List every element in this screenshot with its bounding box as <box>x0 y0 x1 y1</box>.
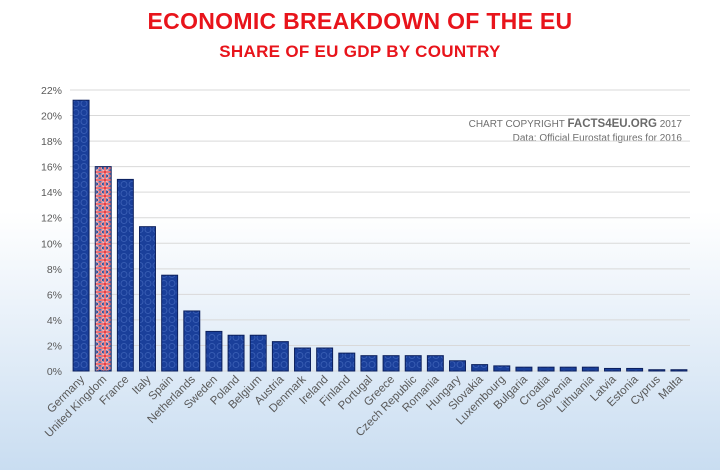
y-tick-label: 8% <box>47 264 62 276</box>
copyright-line: CHART COPYRIGHT FACTS4EU.ORG 2017 <box>469 117 682 132</box>
bar-france <box>116 178 134 372</box>
bar-romania <box>426 355 444 372</box>
bar-denmark <box>294 347 311 372</box>
bar-sweden <box>205 330 223 372</box>
bar-hungary <box>449 360 466 372</box>
copyright-prefix: CHART COPYRIGHT <box>468 119 568 130</box>
bar-greece <box>382 355 400 372</box>
bar-italy <box>139 226 156 372</box>
bar-malta <box>670 369 688 372</box>
y-tick-label: 2% <box>47 340 62 352</box>
y-tick-label: 16% <box>41 162 62 174</box>
x-tick-label: Malta <box>657 373 686 402</box>
chart-title: ECONOMIC BREAKDOWN OF THE EU <box>147 8 573 34</box>
y-tick-label: 18% <box>41 136 62 148</box>
copyright-year: 2017 <box>656 119 682 130</box>
y-tick-label: 10% <box>41 238 62 250</box>
bar-czech-republic <box>404 355 422 372</box>
bar-portugal <box>360 355 378 372</box>
y-axis-ticks: 0% 2% 4% 6% 8% 10% 12% 14% 16% 18% 20% 22% <box>41 85 62 378</box>
bar-finland <box>338 352 356 372</box>
copyright-brand: FACTS4EU.ORG <box>567 118 657 130</box>
bars <box>72 99 688 372</box>
y-tick-label: 20% <box>41 111 62 123</box>
y-tick-label: 0% <box>47 366 62 378</box>
copyright-note: CHART COPYRIGHT FACTS4EU.ORG 2017 Data: … <box>469 117 682 146</box>
chart-subtitle: SHARE OF EU GDP BY COUNTRY <box>219 42 501 61</box>
bar-germany <box>72 99 90 372</box>
bar-slovenia <box>559 366 577 372</box>
bar-latvia <box>604 367 621 372</box>
bar-lithuania <box>581 366 599 372</box>
bar-united-kingdom <box>94 166 112 372</box>
bar-croatia <box>537 366 555 372</box>
y-tick-label: 14% <box>41 187 62 199</box>
gridlines <box>70 89 690 372</box>
bar-netherlands <box>183 310 201 372</box>
bar-belgium <box>249 334 267 372</box>
bar-bulgaria <box>515 366 533 372</box>
bar-austria <box>271 341 289 372</box>
data-source: Data: Official Eurostat figures for 2016 <box>512 133 682 144</box>
bar-ireland <box>316 347 334 372</box>
y-tick-label: 12% <box>41 213 62 225</box>
bar-slovakia <box>471 364 489 372</box>
bar-poland <box>227 334 245 372</box>
bar-luxembourg <box>493 365 511 372</box>
y-tick-label: 4% <box>47 315 62 327</box>
bar-spain <box>161 274 179 372</box>
y-tick-label: 6% <box>47 289 62 301</box>
bar-estonia <box>626 367 644 372</box>
y-tick-label: 22% <box>41 85 62 97</box>
bar-cyprus <box>648 369 666 372</box>
